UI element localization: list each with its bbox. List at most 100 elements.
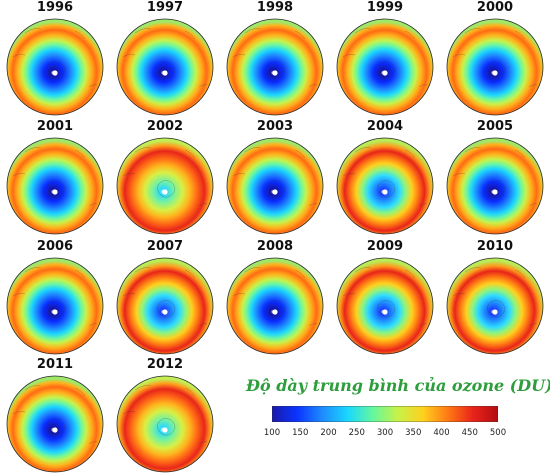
south-pole-marker (52, 427, 58, 433)
south-pole-marker (492, 189, 498, 195)
ozone-panel: 1996 (0, 0, 110, 118)
colorbar-tick-label: 400 (433, 428, 450, 438)
ozone-panel: 2000 (440, 0, 550, 118)
south-pole-marker (52, 70, 58, 76)
globe-disk (116, 375, 214, 473)
ozone-globe-map (226, 18, 324, 116)
ozone-panel: 2002 (110, 119, 220, 237)
ozone-panel: 2009 (330, 239, 440, 357)
ozone-globe-map (226, 257, 324, 355)
globe-disk (446, 18, 544, 116)
globe-disk (116, 18, 214, 116)
panel-year-label: 1997 (146, 0, 184, 15)
south-pole-marker (382, 309, 388, 315)
south-pole-marker (272, 70, 278, 76)
ozone-panel: 2003 (220, 119, 330, 237)
ozone-globe-map (226, 137, 324, 235)
south-pole-marker (492, 309, 498, 315)
panel-year-label: 2011 (36, 357, 74, 372)
south-pole-marker (272, 189, 278, 195)
globe-disk (336, 257, 434, 355)
panel-year-label: 2004 (366, 119, 404, 134)
globe-disk (226, 18, 324, 116)
colorbar-tick-label: 300 (376, 428, 394, 438)
panel-year-label: 1996 (36, 0, 74, 15)
globe-disk (226, 257, 324, 355)
south-pole-marker (162, 70, 168, 76)
south-pole-marker (52, 189, 58, 195)
ozone-globe-map (116, 18, 214, 116)
globe-disk (336, 18, 434, 116)
coastline-outline (342, 267, 428, 327)
coastline-outline (12, 28, 98, 88)
ozone-globe-map (446, 257, 544, 355)
colorbar-tick-label: 200 (320, 428, 337, 438)
panel-year-label: 2010 (476, 239, 514, 254)
ozone-globe-map (336, 257, 434, 355)
globe-disk (6, 18, 104, 116)
coastline-outline (232, 147, 318, 207)
globe-disk (6, 137, 104, 235)
globe-disk (446, 137, 544, 235)
ozone-globe-map (6, 137, 104, 235)
ozone-globe-map (116, 137, 214, 235)
panel-year-label: 1999 (366, 0, 404, 15)
colorbar-tick-label: 100 (263, 428, 281, 438)
south-pole-marker (382, 70, 388, 76)
ozone-panel: 2007 (110, 239, 220, 357)
south-pole-marker (162, 309, 168, 315)
coastline-outline (342, 147, 428, 207)
colorbar-tick-label: 150 (292, 428, 309, 438)
globe-disk (336, 137, 434, 235)
ozone-globe-map (116, 257, 214, 355)
ozone-globe-map (336, 137, 434, 235)
colorbar-tick-label: 250 (348, 428, 365, 438)
south-pole-marker (492, 70, 498, 76)
panel-year-label: 2001 (36, 119, 74, 134)
coastline-outline (232, 267, 318, 327)
coastline-outline (342, 28, 428, 88)
ozone-globe-map (446, 18, 544, 116)
globe-disk (6, 257, 104, 355)
colorbar-tick-label: 350 (405, 428, 422, 438)
ozone-globe-map (446, 137, 544, 235)
ozone-globe-map (336, 18, 434, 116)
panel-year-label: 2003 (256, 119, 294, 134)
coastline-outline (452, 147, 538, 207)
colorbar-tick-label: 500 (489, 428, 507, 438)
colorbar-tick-label: 450 (461, 428, 478, 438)
panel-year-label: 2008 (256, 239, 294, 254)
south-pole-marker (162, 427, 168, 433)
globe-disk (116, 137, 214, 235)
ozone-globe-map (6, 18, 104, 116)
coastline-outline (452, 28, 538, 88)
panel-year-label: 2006 (36, 239, 74, 254)
south-pole-marker (272, 309, 278, 315)
panel-year-label: 2002 (146, 119, 184, 134)
coastline-outline (122, 267, 208, 327)
ozone-panel: 2004 (330, 119, 440, 237)
panel-year-label: 1998 (256, 0, 294, 15)
coastline-outline (12, 385, 98, 445)
globe-disk (226, 137, 324, 235)
globe-disk (116, 257, 214, 355)
ozone-globe-map (116, 375, 214, 473)
colorbar-ticks: 100 150 200 250 300 350 400 450 500 (264, 428, 506, 442)
ozone-panel: 1999 (330, 0, 440, 118)
panel-year-label: 2000 (476, 0, 514, 15)
ozone-panel: 2012 (110, 357, 220, 475)
panel-year-label: 2009 (366, 239, 404, 254)
ozone-globe-map (6, 257, 104, 355)
ozone-panel: 2011 (0, 357, 110, 475)
colorbar (272, 406, 498, 422)
ozone-panel: 2001 (0, 119, 110, 237)
ozone-globe-map (6, 375, 104, 473)
south-pole-marker (162, 189, 168, 195)
south-pole-marker (52, 309, 58, 315)
ozone-panel: 1998 (220, 0, 330, 118)
ozone-panel: 2010 (440, 239, 550, 357)
globe-disk (6, 375, 104, 473)
south-pole-marker (382, 189, 388, 195)
ozone-panel: 2006 (0, 239, 110, 357)
coastline-outline (452, 267, 538, 327)
